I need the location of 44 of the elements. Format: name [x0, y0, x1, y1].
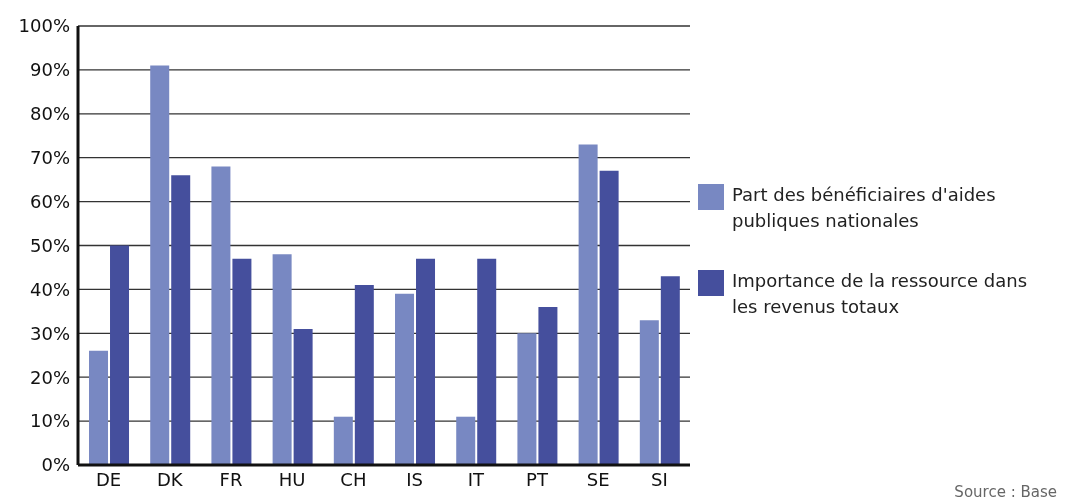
y-tick-label: 10%: [29, 410, 70, 432]
bar: [171, 175, 191, 465]
x-tick-label: HU: [278, 468, 306, 490]
y-tick-label: 20%: [29, 366, 70, 388]
y-tick-label: 50%: [29, 234, 70, 256]
bar: [89, 350, 109, 465]
bar: [211, 166, 231, 465]
y-tick-label: 90%: [29, 59, 70, 81]
y-tick-label: 0%: [41, 454, 70, 476]
bar: [232, 258, 252, 465]
bar: [293, 328, 313, 465]
x-tick-label: DE: [95, 468, 122, 490]
bar: [517, 333, 537, 465]
y-tick-label: 60%: [29, 190, 70, 212]
bar: [456, 416, 476, 465]
x-tick-label: FR: [219, 468, 243, 490]
bar: [477, 258, 497, 465]
legend-label: Importance de la ressource dans les revenus totaux: [732, 268, 1029, 319]
bar: [578, 144, 598, 465]
bar: [416, 258, 436, 465]
bar: [110, 245, 130, 465]
y-tick-label: 80%: [29, 103, 70, 125]
bar: [272, 254, 292, 465]
bar: [333, 416, 353, 465]
legend-label: Part des bénéficiaires d'aides publiques nationales: [732, 182, 997, 233]
bar: [660, 276, 680, 465]
bar: [538, 306, 558, 465]
bar: [354, 285, 374, 465]
bar: [639, 320, 659, 465]
y-tick-label: 30%: [29, 322, 70, 344]
source-note: Source : Base: [954, 483, 1057, 501]
y-tick-label: 40%: [29, 278, 70, 300]
x-tick-label: SI: [651, 468, 668, 490]
y-tick-label: 100%: [18, 15, 70, 37]
x-tick-label: PT: [526, 468, 549, 490]
x-tick-label: IS: [406, 468, 423, 490]
x-tick-label: SE: [586, 468, 610, 490]
x-tick-label: DK: [156, 468, 184, 490]
bar: [395, 293, 415, 465]
x-tick-label: CH: [340, 468, 367, 490]
bar: [599, 170, 619, 465]
x-tick-label: IT: [467, 468, 485, 490]
y-tick-label: 70%: [29, 147, 70, 169]
bar: [150, 65, 170, 465]
